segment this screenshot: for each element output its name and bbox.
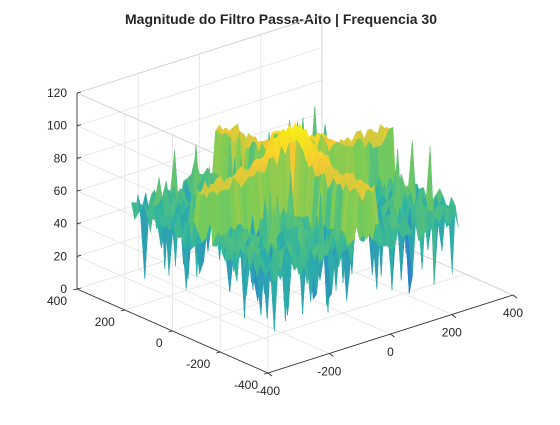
y-tick-mark	[120, 309, 125, 312]
y-tick-label: 400	[47, 294, 67, 308]
y-tick-mark	[72, 288, 78, 291]
z-tick-mark	[76, 156, 82, 159]
z-tick-label: 20	[54, 249, 68, 263]
x-tick-mark	[390, 333, 395, 338]
y-tick-label: -400	[234, 378, 258, 392]
box-edge	[76, 14, 323, 94]
y-tick-mark	[216, 351, 221, 354]
y-tick-label: 0	[156, 336, 163, 350]
x-tick-mark	[329, 353, 334, 357]
x-tick-label: 0	[387, 345, 394, 359]
z-tick-label: 120	[47, 86, 67, 100]
chart-title: Magnitude do Filtro Passa-Alto | Frequen…	[125, 11, 437, 27]
z-tick-label: 100	[47, 119, 67, 133]
x-tick-label: -200	[317, 365, 341, 379]
x-tick-label: 200	[442, 326, 462, 340]
surface-cell	[225, 255, 234, 293]
z-tick-mark	[76, 91, 82, 94]
z-tick-label: 0	[60, 282, 67, 296]
y-tick-label: -200	[186, 357, 210, 371]
tick-labels: -400-2000200400-400-20002004000204060801…	[47, 86, 523, 398]
x-tick-mark	[451, 314, 457, 318]
x-tick-mark	[267, 372, 273, 377]
y-tick-mark	[263, 372, 269, 375]
z-tick-mark	[76, 287, 82, 290]
surface-cell	[271, 265, 279, 283]
x-tick-label: 400	[503, 306, 523, 320]
surface-plot	[131, 106, 459, 332]
y-tick-mark	[168, 330, 173, 333]
z-tick-mark	[76, 124, 82, 127]
grid-line	[220, 273, 466, 353]
y-tick-label: 200	[95, 315, 115, 329]
z-tick-mark	[76, 254, 82, 257]
x-tick-mark	[512, 294, 518, 299]
z-tick-label: 60	[54, 184, 68, 198]
z-tick-mark	[76, 189, 82, 192]
x-tick-label: -400	[256, 384, 280, 398]
z-tick-label: 40	[54, 217, 68, 231]
z-tick-label: 80	[54, 151, 68, 165]
z-tick-mark	[76, 222, 82, 225]
